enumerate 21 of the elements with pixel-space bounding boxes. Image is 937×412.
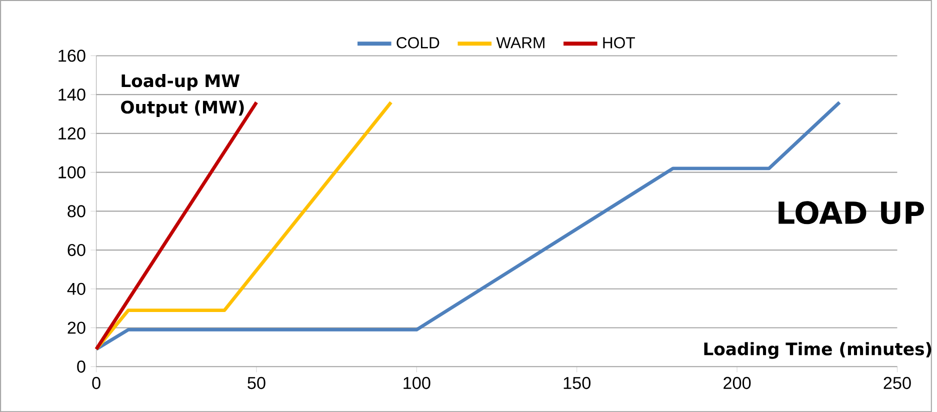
y-tick-label: 160 [58, 50, 86, 62]
y-tick-label: 140 [58, 88, 86, 101]
y-tick-label: 20 [68, 322, 86, 334]
y-tick-label: 80 [68, 204, 86, 218]
text: LOAD UP [778, 201, 924, 224]
legend-label: COLD [396, 37, 440, 48]
x-tick-label: 150 [564, 376, 590, 389]
x-tick-label: 250 [884, 376, 911, 389]
legend-label: HOT [603, 37, 635, 48]
y-tick-label: 40 [67, 282, 86, 295]
y-axis-title: Load-up MW Output (MW) [121, 74, 244, 117]
x-tick-label: 200 [724, 376, 751, 389]
y-tick-label: 0 [77, 360, 86, 373]
x-axis-title: Loading Time (minutes) [704, 342, 932, 359]
legend-label: WARM [496, 37, 544, 48]
x-tick-label: 50 [248, 376, 266, 389]
y-tick-label: 100 [58, 166, 86, 178]
y-tick-label: 60 [68, 244, 86, 256]
y-tick-label: 120 [58, 127, 86, 140]
x-tick-label: 100 [404, 376, 430, 389]
x-tick-label: 0 [92, 376, 100, 389]
